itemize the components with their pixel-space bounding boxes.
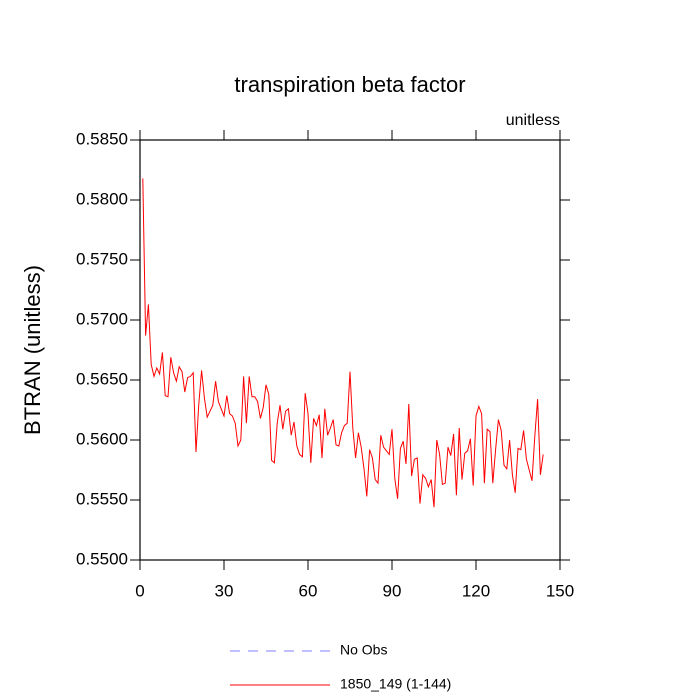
x-tick-label: 0: [135, 581, 144, 600]
plot-frame: [139, 139, 561, 561]
y-tick-label: 0.5600: [76, 429, 128, 448]
x-tick-label: 90: [383, 581, 402, 600]
y-tick-label: 0.5850: [76, 129, 128, 148]
subtitle: unitless: [506, 112, 560, 129]
y-tick-label: 0.5650: [76, 369, 128, 388]
y-tick-label: 0.5800: [76, 189, 128, 208]
x-tick-label: 60: [299, 581, 318, 600]
x-tick-label: 120: [462, 581, 490, 600]
y-tick-label: 0.5550: [76, 489, 128, 508]
y-tick-label: 0.5700: [76, 309, 128, 328]
y-tick-label: 0.5750: [76, 249, 128, 268]
line-series: [142, 178, 544, 508]
legend-label: 1850_149 (1-144): [340, 676, 451, 692]
y-axis-label: BTRAN (unitless): [20, 265, 45, 435]
chart-title: transpiration beta factor: [234, 72, 465, 97]
x-tick-label: 30: [215, 581, 234, 600]
y-tick-label: 0.5500: [76, 549, 128, 568]
legend-label: No Obs: [340, 642, 387, 658]
x-tick-label: 150: [546, 581, 574, 600]
